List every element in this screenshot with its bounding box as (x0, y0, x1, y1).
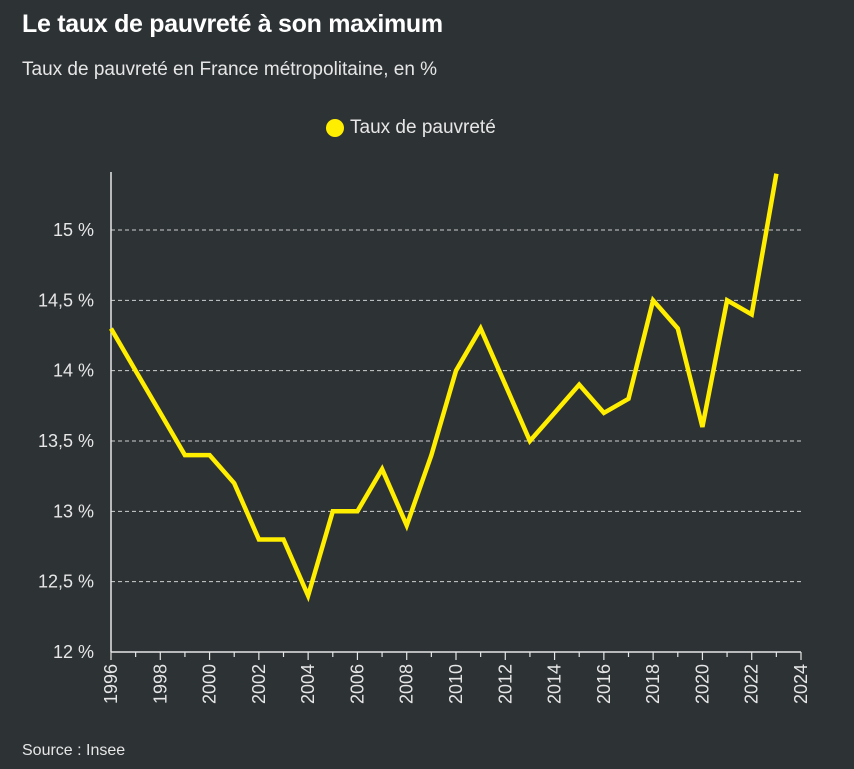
legend-label: Taux de pauvreté (350, 117, 496, 138)
x-tick-label: 2024 (791, 664, 811, 704)
x-tick-label: 2022 (742, 664, 762, 704)
x-tick-label: 2016 (594, 664, 614, 704)
x-tick-label: 2014 (545, 664, 565, 704)
chart-title: Le taux de pauvreté à son maximum (22, 10, 443, 38)
y-tick-label: 13 % (53, 501, 94, 521)
x-tick-label: 2006 (347, 664, 367, 704)
x-tick-label: 2008 (397, 664, 417, 704)
y-tick-label: 12,5 % (38, 572, 94, 592)
series-line (109, 173, 779, 603)
legend-dot-icon (326, 119, 344, 137)
x-tick-label: 2004 (298, 664, 318, 704)
y-tick-label: 15 % (53, 220, 94, 240)
y-tick-label: 12 % (53, 642, 94, 662)
x-tick-label: 2002 (249, 664, 269, 704)
chart-subtitle: Taux de pauvreté en France métropolitain… (22, 59, 438, 80)
source-note: Source : Insee (22, 742, 126, 759)
x-tick-label: 2012 (495, 664, 515, 704)
y-tick-label: 13,5 % (38, 431, 94, 451)
x-tick-label: 2000 (200, 664, 220, 704)
legend: Taux de pauvreté (326, 117, 496, 139)
y-tick-label: 14 % (53, 361, 94, 381)
x-tick-label: 2020 (692, 664, 712, 704)
y-tick-label: 14,5 % (38, 290, 94, 310)
x-tick-label: 2018 (643, 664, 663, 704)
x-tick-label: 1998 (150, 664, 170, 704)
x-tick-label: 1996 (101, 664, 121, 704)
x-tick-label: 2010 (446, 664, 466, 704)
